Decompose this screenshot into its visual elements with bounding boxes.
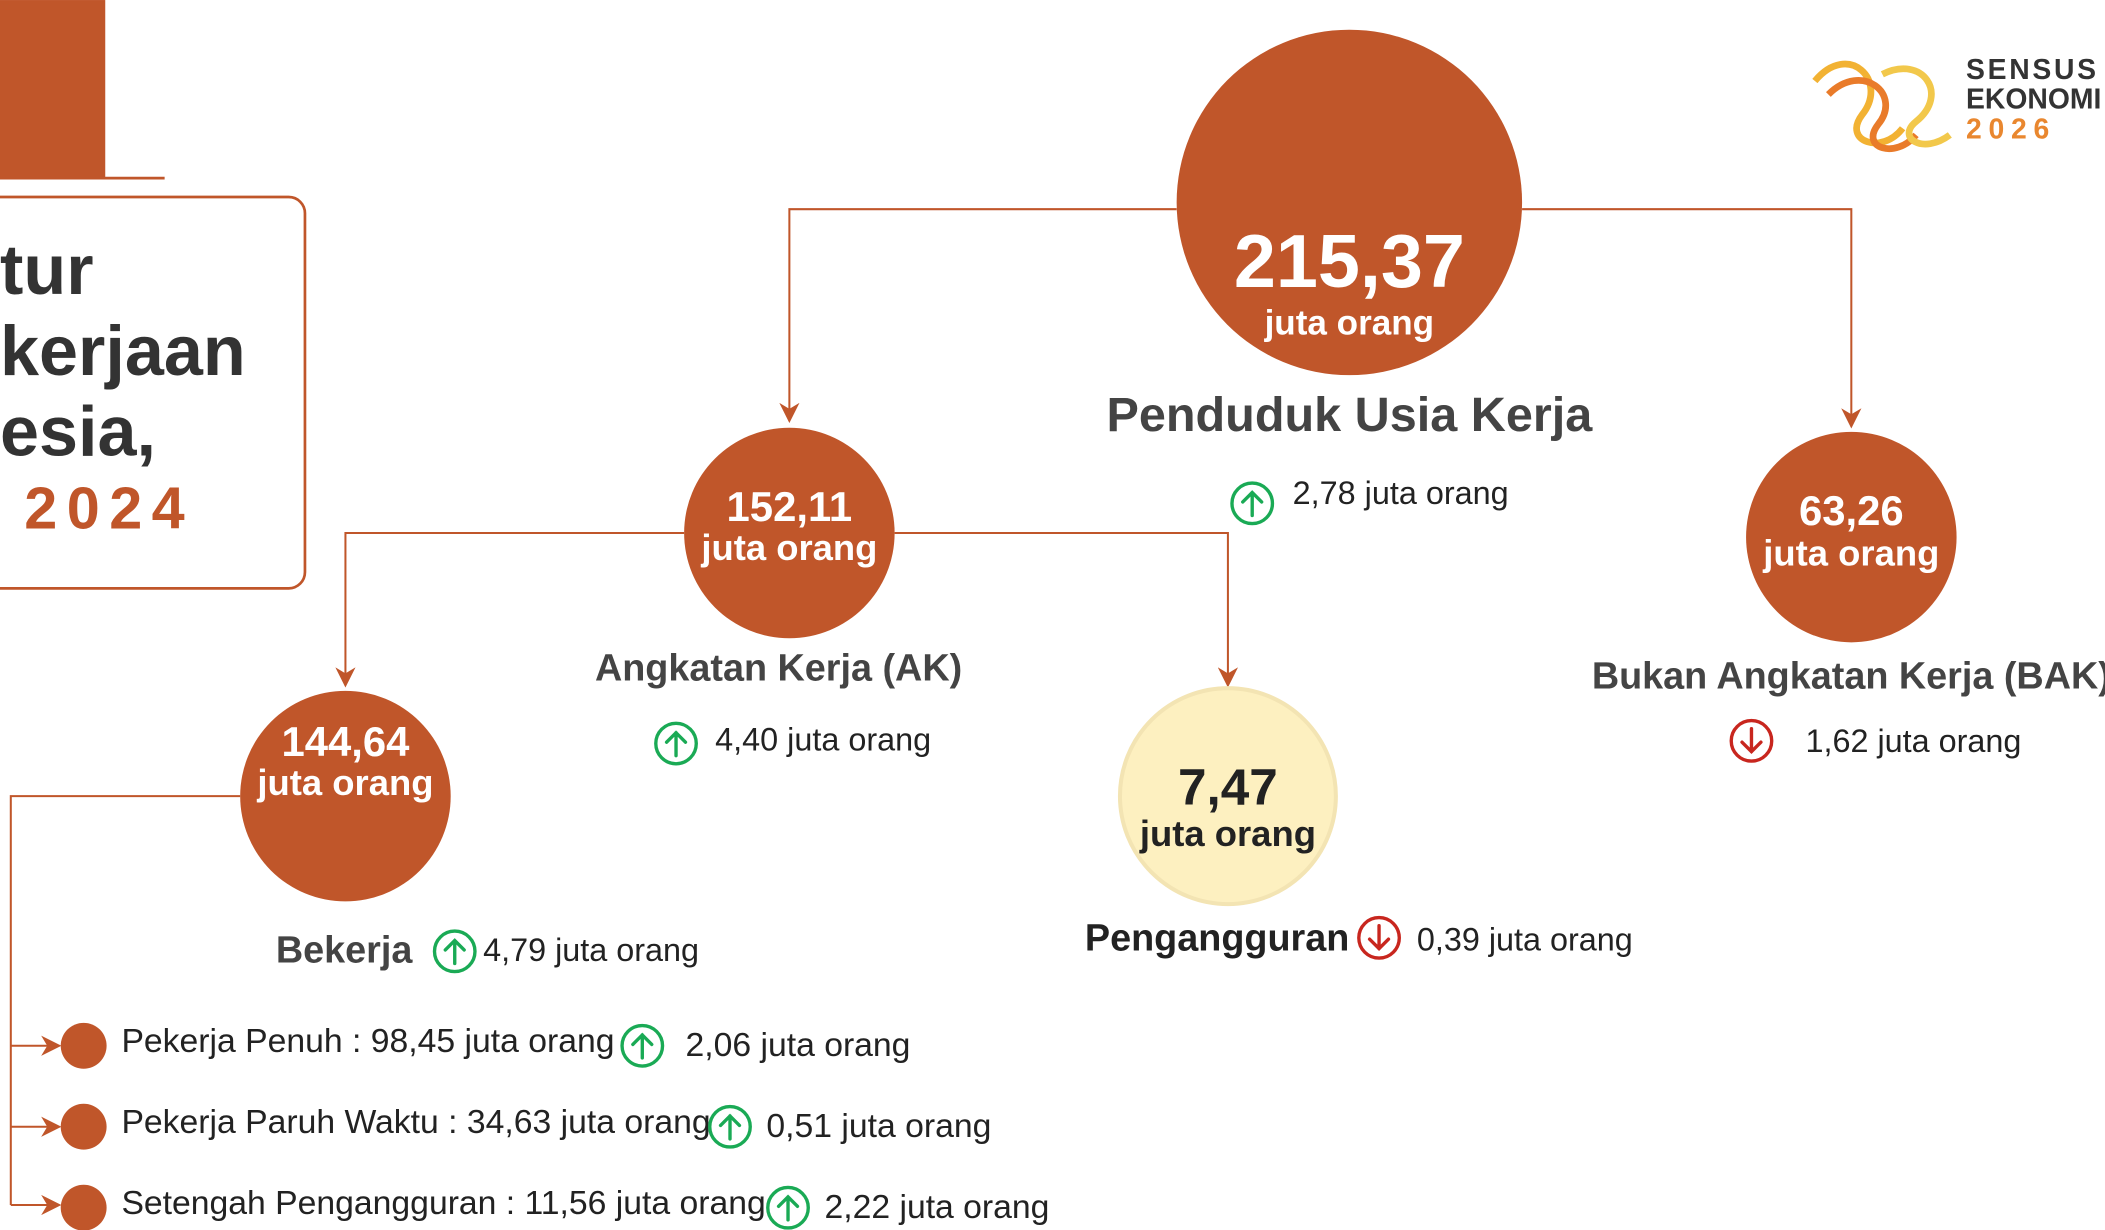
node-circle — [684, 427, 895, 639]
logo-text: SENSUS — [1966, 54, 2099, 86]
node-circle — [1746, 431, 1957, 643]
trend-arrow — [1740, 726, 1763, 755]
node-value: 63,26 — [1799, 487, 1904, 534]
node-label: Bukan Angkatan Kerja (BAK) — [1592, 656, 2105, 698]
node-change: 4,40 juta orang — [715, 722, 931, 758]
trend-arrow — [776, 1194, 800, 1222]
bullet — [60, 1022, 107, 1069]
title-year: 2024 — [24, 474, 194, 541]
trend-arrow — [631, 1032, 654, 1060]
node-circle — [1117, 686, 1338, 907]
breakdown-change: 0,51 juta orang — [766, 1107, 991, 1145]
logo-text: 2026 — [1966, 113, 2056, 145]
trend-icon — [766, 1185, 810, 1230]
node-label: Penduduk Usia Kerja — [1106, 388, 1593, 442]
bullet — [60, 1103, 107, 1150]
logo-text: EKONOMI — [1966, 84, 2101, 116]
breakdown-label: Setengah Pengangguran : 11,56 juta orang — [121, 1184, 765, 1222]
trend-arrow — [718, 1113, 742, 1141]
logo-mark — [1812, 60, 1952, 152]
trend-arrow — [443, 938, 466, 966]
node-value: 215,37 — [1234, 220, 1465, 304]
node-change: 4,79 juta orang — [483, 932, 699, 968]
node-label: Angkatan Kerja (AK) — [595, 648, 962, 690]
node-unit: juta orang — [256, 762, 433, 803]
trend-arrow — [1241, 490, 1264, 518]
title-line: tur — [0, 230, 94, 309]
node-unit: juta orang — [1264, 303, 1435, 342]
bullet — [60, 1184, 107, 1230]
node-circle — [240, 690, 451, 902]
trend-icon — [432, 929, 477, 974]
node-change: 0,39 juta orang — [1417, 921, 1633, 957]
breakdown-change: 2,06 juta orang — [685, 1026, 910, 1064]
trend-icon — [654, 721, 698, 766]
node-value: 152,11 — [727, 483, 853, 530]
breakdown-label: Pekerja Penuh : 98,45 juta orang — [121, 1022, 614, 1060]
node-label: Pengangguran — [1085, 918, 1349, 960]
trend-icon — [620, 1023, 665, 1068]
trend-icon — [708, 1104, 752, 1149]
trend-arrow — [1367, 924, 1391, 952]
corner-block — [0, 0, 106, 179]
trend-icon — [1729, 718, 1774, 763]
title-line: esia, — [0, 392, 156, 471]
node-label: Bekerja — [276, 930, 413, 972]
node-unit: juta orang — [700, 527, 877, 568]
breakdown-change: 2,22 juta orang — [824, 1188, 1049, 1226]
trend-arrow — [664, 730, 688, 758]
title-box — [0, 195, 307, 590]
node-circle — [1176, 29, 1523, 376]
node-unit: juta orang — [1762, 533, 1939, 574]
node-value: 144,64 — [281, 718, 410, 765]
node-change: 1,62 juta orang — [1805, 723, 2021, 759]
breakdown-label: Pekerja Paruh Waktu : 34,63 juta orang — [121, 1103, 710, 1141]
node-change: 2,78 juta orang — [1293, 475, 1509, 511]
node-unit: juta orang — [1139, 813, 1316, 854]
title-line: kerjaan — [0, 311, 246, 390]
trend-icon — [1230, 481, 1275, 526]
connectors — [9, 208, 1862, 1216]
node-value: 7,47 — [1178, 758, 1278, 815]
trend-icon — [1357, 915, 1401, 960]
